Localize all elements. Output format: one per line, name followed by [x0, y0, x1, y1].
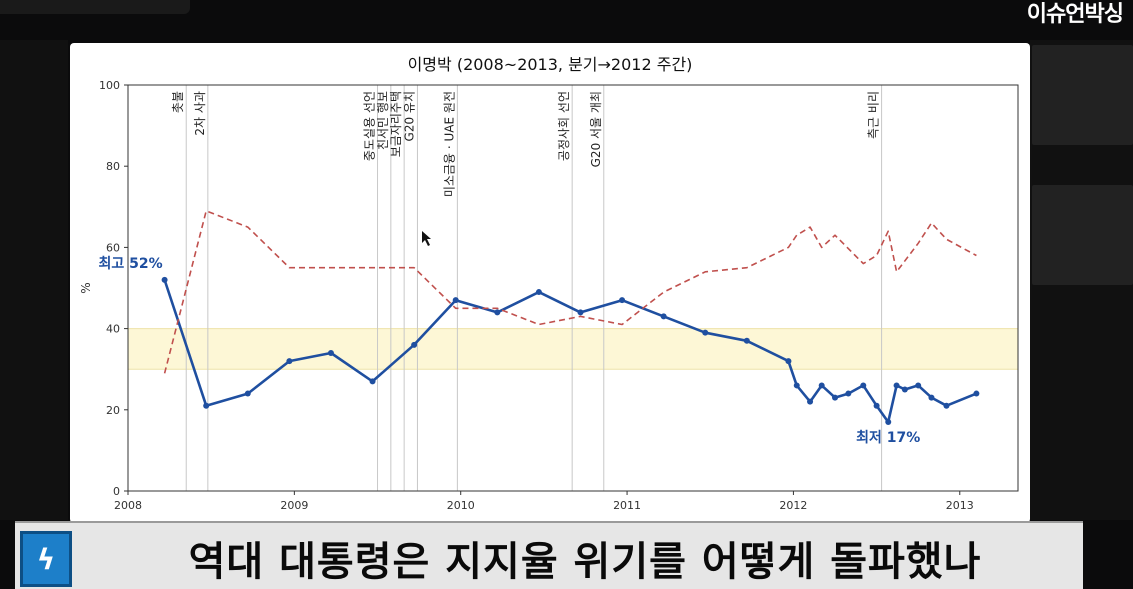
event-label: G20 유치 — [402, 91, 416, 141]
y-tick-label: 40 — [106, 323, 120, 336]
lightning-icon: ϟ — [20, 531, 72, 587]
approval-point — [286, 358, 293, 365]
y-tick-label: 80 — [106, 160, 120, 173]
approval-point — [793, 382, 800, 389]
approval-point — [928, 394, 935, 401]
y-tick-label: 100 — [99, 79, 120, 92]
x-tick-label: 2012 — [779, 499, 807, 512]
approval-point — [901, 386, 908, 393]
chart-title: 이명박 (2008~2013, 분기→2012 주간) — [407, 55, 693, 74]
line-chart: 촛불 2차 사과 중도실용 선언 친서민 행보 보금자리주택 G20 유치 미소금융 · U… — [79, 79, 1019, 512]
x-tick-label: 2008 — [114, 499, 142, 512]
approval-point — [832, 394, 839, 401]
approval-point — [943, 402, 950, 409]
approval-point — [743, 337, 750, 344]
approval-point — [619, 297, 626, 304]
background-left-panel — [0, 40, 68, 520]
approval-point — [327, 349, 334, 356]
background-panel — [1032, 185, 1133, 285]
caption-text: 역대 대통령은 지지율 위기를 어떻게 돌파했나 — [188, 539, 982, 585]
event-label: 측근 비리 — [867, 91, 881, 139]
x-tick-label: 2013 — [946, 499, 974, 512]
approval-point — [411, 341, 418, 348]
plot-frame — [127, 84, 1019, 492]
approval-point — [369, 378, 376, 385]
approval-point — [452, 297, 459, 304]
disapproval-line — [163, 210, 977, 374]
x-tick-label: 2011 — [613, 499, 641, 512]
min-annotation: 최저 17% — [856, 430, 920, 446]
x-tick-label: 2009 — [280, 499, 308, 512]
approval-point — [860, 382, 867, 389]
event-label: 미소금융 · UAE 원전 — [442, 91, 456, 197]
approval-point — [818, 382, 825, 389]
approval-point — [785, 358, 792, 365]
y-tick-label: 0 — [113, 485, 120, 498]
event-label: 중도실용 선언 — [363, 91, 377, 161]
approval-point — [161, 276, 168, 283]
approval-point — [702, 329, 709, 336]
event-label: 공정사회 선언 — [557, 91, 571, 161]
approval-point — [244, 390, 251, 397]
approval-point — [203, 402, 210, 409]
approval-point — [577, 309, 584, 316]
y-tick-label: 60 — [106, 241, 120, 254]
approval-point — [807, 398, 814, 405]
x-tick-label: 2010 — [447, 499, 475, 512]
max-annotation: 최고 52% — [99, 256, 163, 272]
y-tick-label: 20 — [106, 404, 120, 417]
approval-point — [873, 402, 880, 409]
approval-point — [915, 382, 922, 389]
approval-point — [494, 309, 501, 316]
event-label: 친서민 행보 — [375, 91, 390, 150]
approval-point — [885, 418, 892, 425]
mouse-cursor-icon — [422, 231, 431, 246]
event-label: 2차 사과 — [193, 91, 207, 136]
approval-point — [845, 390, 852, 397]
chart-card: 이명박 (2008~2013, 분기→2012 주간) 촛불 2차 사과 중도실용 … — [70, 43, 1030, 523]
approval-point — [535, 289, 542, 296]
channel-logo: 이슈언박싱 — [1026, 2, 1124, 27]
approval-point — [893, 382, 900, 389]
corner-logo — [0, 0, 190, 14]
y-axis-label: % — [79, 282, 93, 293]
background-panel — [1032, 45, 1133, 145]
threshold-band — [128, 328, 1018, 370]
approval-point — [660, 313, 667, 320]
event-label: 보금자리주택 — [389, 91, 403, 157]
event-label: G20 서울 개최 — [589, 91, 603, 167]
approval-point — [973, 390, 980, 397]
event-label: 촛불 — [171, 91, 185, 113]
caption-bar: ϟ 역대 대통령은 지지율 위기를 어떻게 돌파했나 — [15, 521, 1083, 589]
